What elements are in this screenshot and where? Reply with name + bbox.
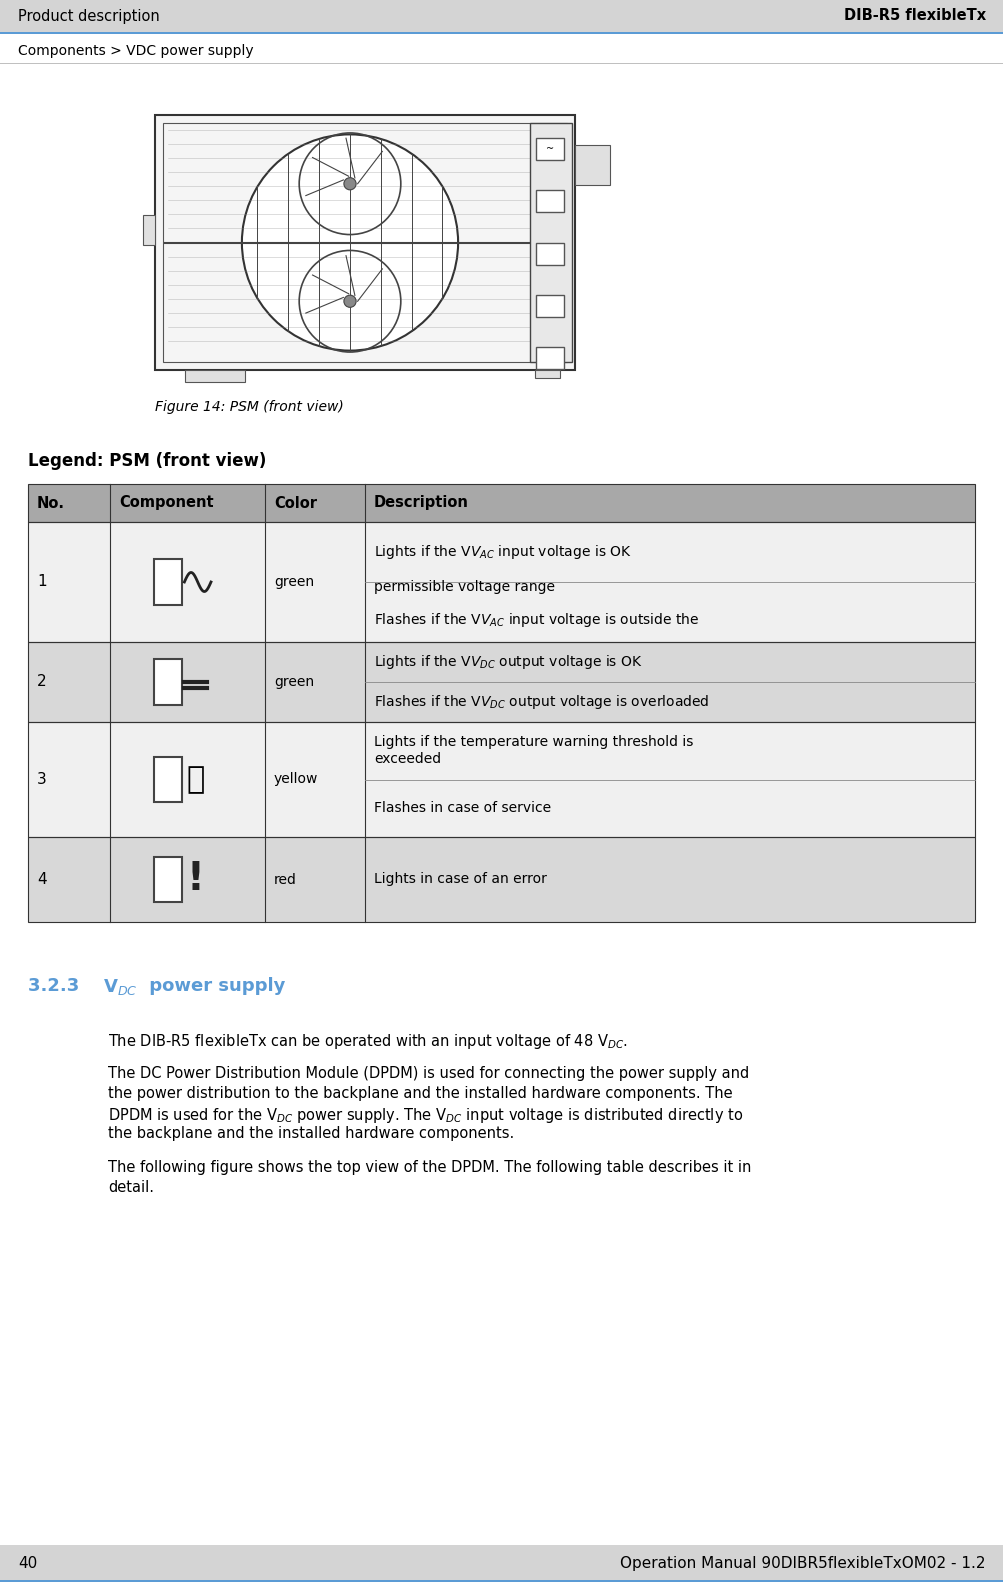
Bar — [0, 1546, 1003, 1582]
Text: exceeded: exceeded — [374, 753, 440, 766]
Text: detail.: detail. — [108, 1180, 153, 1194]
Text: Components > VDC power supply: Components > VDC power supply — [18, 44, 254, 59]
Text: Lights in case of an error: Lights in case of an error — [374, 873, 547, 886]
Text: Lights if the V$V_{DC}$ output voltage is OK: Lights if the V$V_{DC}$ output voltage i… — [374, 653, 642, 671]
Text: DPDM is used for the V$_{DC}$ power supply. The V$_{DC}$ input voltage is distri: DPDM is used for the V$_{DC}$ power supp… — [108, 1106, 742, 1125]
Bar — [536, 346, 564, 369]
Bar — [153, 558, 183, 604]
Text: green: green — [274, 574, 314, 589]
Circle shape — [344, 177, 356, 190]
Bar — [28, 721, 974, 837]
Circle shape — [242, 134, 457, 351]
Bar — [153, 660, 183, 706]
Text: Component: Component — [119, 495, 214, 511]
Bar — [28, 837, 974, 922]
Text: The DC Power Distribution Module (DPDM) is used for connecting the power supply : The DC Power Distribution Module (DPDM) … — [108, 1066, 748, 1081]
Bar — [153, 857, 183, 902]
Bar — [536, 294, 564, 316]
Text: Lights if the temperature warning threshold is: Lights if the temperature warning thresh… — [374, 736, 693, 750]
Text: Operation Manual 90DIBR5flexibleTxOM02 - 1.2: Operation Manual 90DIBR5flexibleTxOM02 -… — [620, 1557, 985, 1571]
Bar — [28, 642, 974, 721]
Text: Color: Color — [274, 495, 317, 511]
Text: ~: ~ — [546, 144, 554, 153]
Text: green: green — [274, 676, 314, 690]
Text: V$_{DC}$: V$_{DC}$ — [103, 978, 137, 997]
Text: DIB-R5 flexibleTx: DIB-R5 flexibleTx — [844, 8, 985, 24]
Text: 4: 4 — [37, 872, 46, 888]
Bar — [536, 190, 564, 212]
Bar — [0, 1580, 1003, 1582]
Text: 1: 1 — [37, 574, 46, 590]
Bar — [0, 1580, 1003, 1582]
Bar — [0, 32, 1003, 33]
Bar — [185, 370, 245, 381]
Text: 3: 3 — [37, 772, 47, 786]
Text: the backplane and the installed hardware components.: the backplane and the installed hardware… — [108, 1126, 514, 1141]
Bar — [536, 242, 564, 264]
Bar — [142, 215, 154, 245]
Bar — [154, 115, 610, 370]
Bar — [575, 146, 610, 185]
Text: Flashes if the V$V_{DC}$ output voltage is overloaded: Flashes if the V$V_{DC}$ output voltage … — [374, 693, 709, 710]
Text: red: red — [274, 873, 297, 886]
Text: 3.2.3: 3.2.3 — [28, 978, 98, 995]
Circle shape — [344, 296, 356, 307]
Bar — [530, 123, 572, 362]
Text: power supply: power supply — [142, 978, 285, 995]
Bar — [28, 522, 974, 642]
Text: Product description: Product description — [18, 8, 159, 24]
Text: The DIB-R5 flexibleTx can be operated with an input voltage of 48 V$_{DC}$.: The DIB-R5 flexibleTx can be operated wi… — [108, 1031, 627, 1050]
Text: 2: 2 — [37, 674, 46, 690]
Text: Legend: PSM (front view): Legend: PSM (front view) — [28, 452, 266, 470]
Bar — [28, 522, 974, 642]
Text: No.: No. — [37, 495, 65, 511]
Bar — [28, 642, 974, 721]
Bar — [535, 370, 560, 378]
Text: Flashes if the V$V_{AC}$ input voltage is outside the: Flashes if the V$V_{AC}$ input voltage i… — [374, 611, 699, 630]
Text: 🔧: 🔧 — [187, 766, 205, 794]
Text: The following figure shows the top view of the DPDM. The following table describ: The following figure shows the top view … — [108, 1160, 750, 1175]
Text: the power distribution to the backplane and the installed hardware components. T: the power distribution to the backplane … — [108, 1085, 732, 1101]
Bar — [28, 837, 974, 922]
Bar — [28, 721, 974, 837]
Text: yellow: yellow — [274, 772, 318, 786]
Text: 40: 40 — [18, 1557, 37, 1571]
Bar — [162, 123, 567, 362]
Bar — [154, 115, 575, 370]
Bar — [536, 138, 564, 160]
Bar — [153, 756, 183, 802]
Bar — [28, 484, 974, 522]
Text: permissible voltage range: permissible voltage range — [374, 581, 555, 593]
Text: Figure 14: PSM (front view): Figure 14: PSM (front view) — [154, 400, 343, 414]
Text: Lights if the V$V_{AC}$ input voltage is OK: Lights if the V$V_{AC}$ input voltage is… — [374, 543, 631, 562]
Text: Flashes in case of service: Flashes in case of service — [374, 800, 551, 815]
Text: !: ! — [187, 861, 205, 899]
Bar — [0, 0, 1003, 32]
Text: Description: Description — [374, 495, 468, 511]
